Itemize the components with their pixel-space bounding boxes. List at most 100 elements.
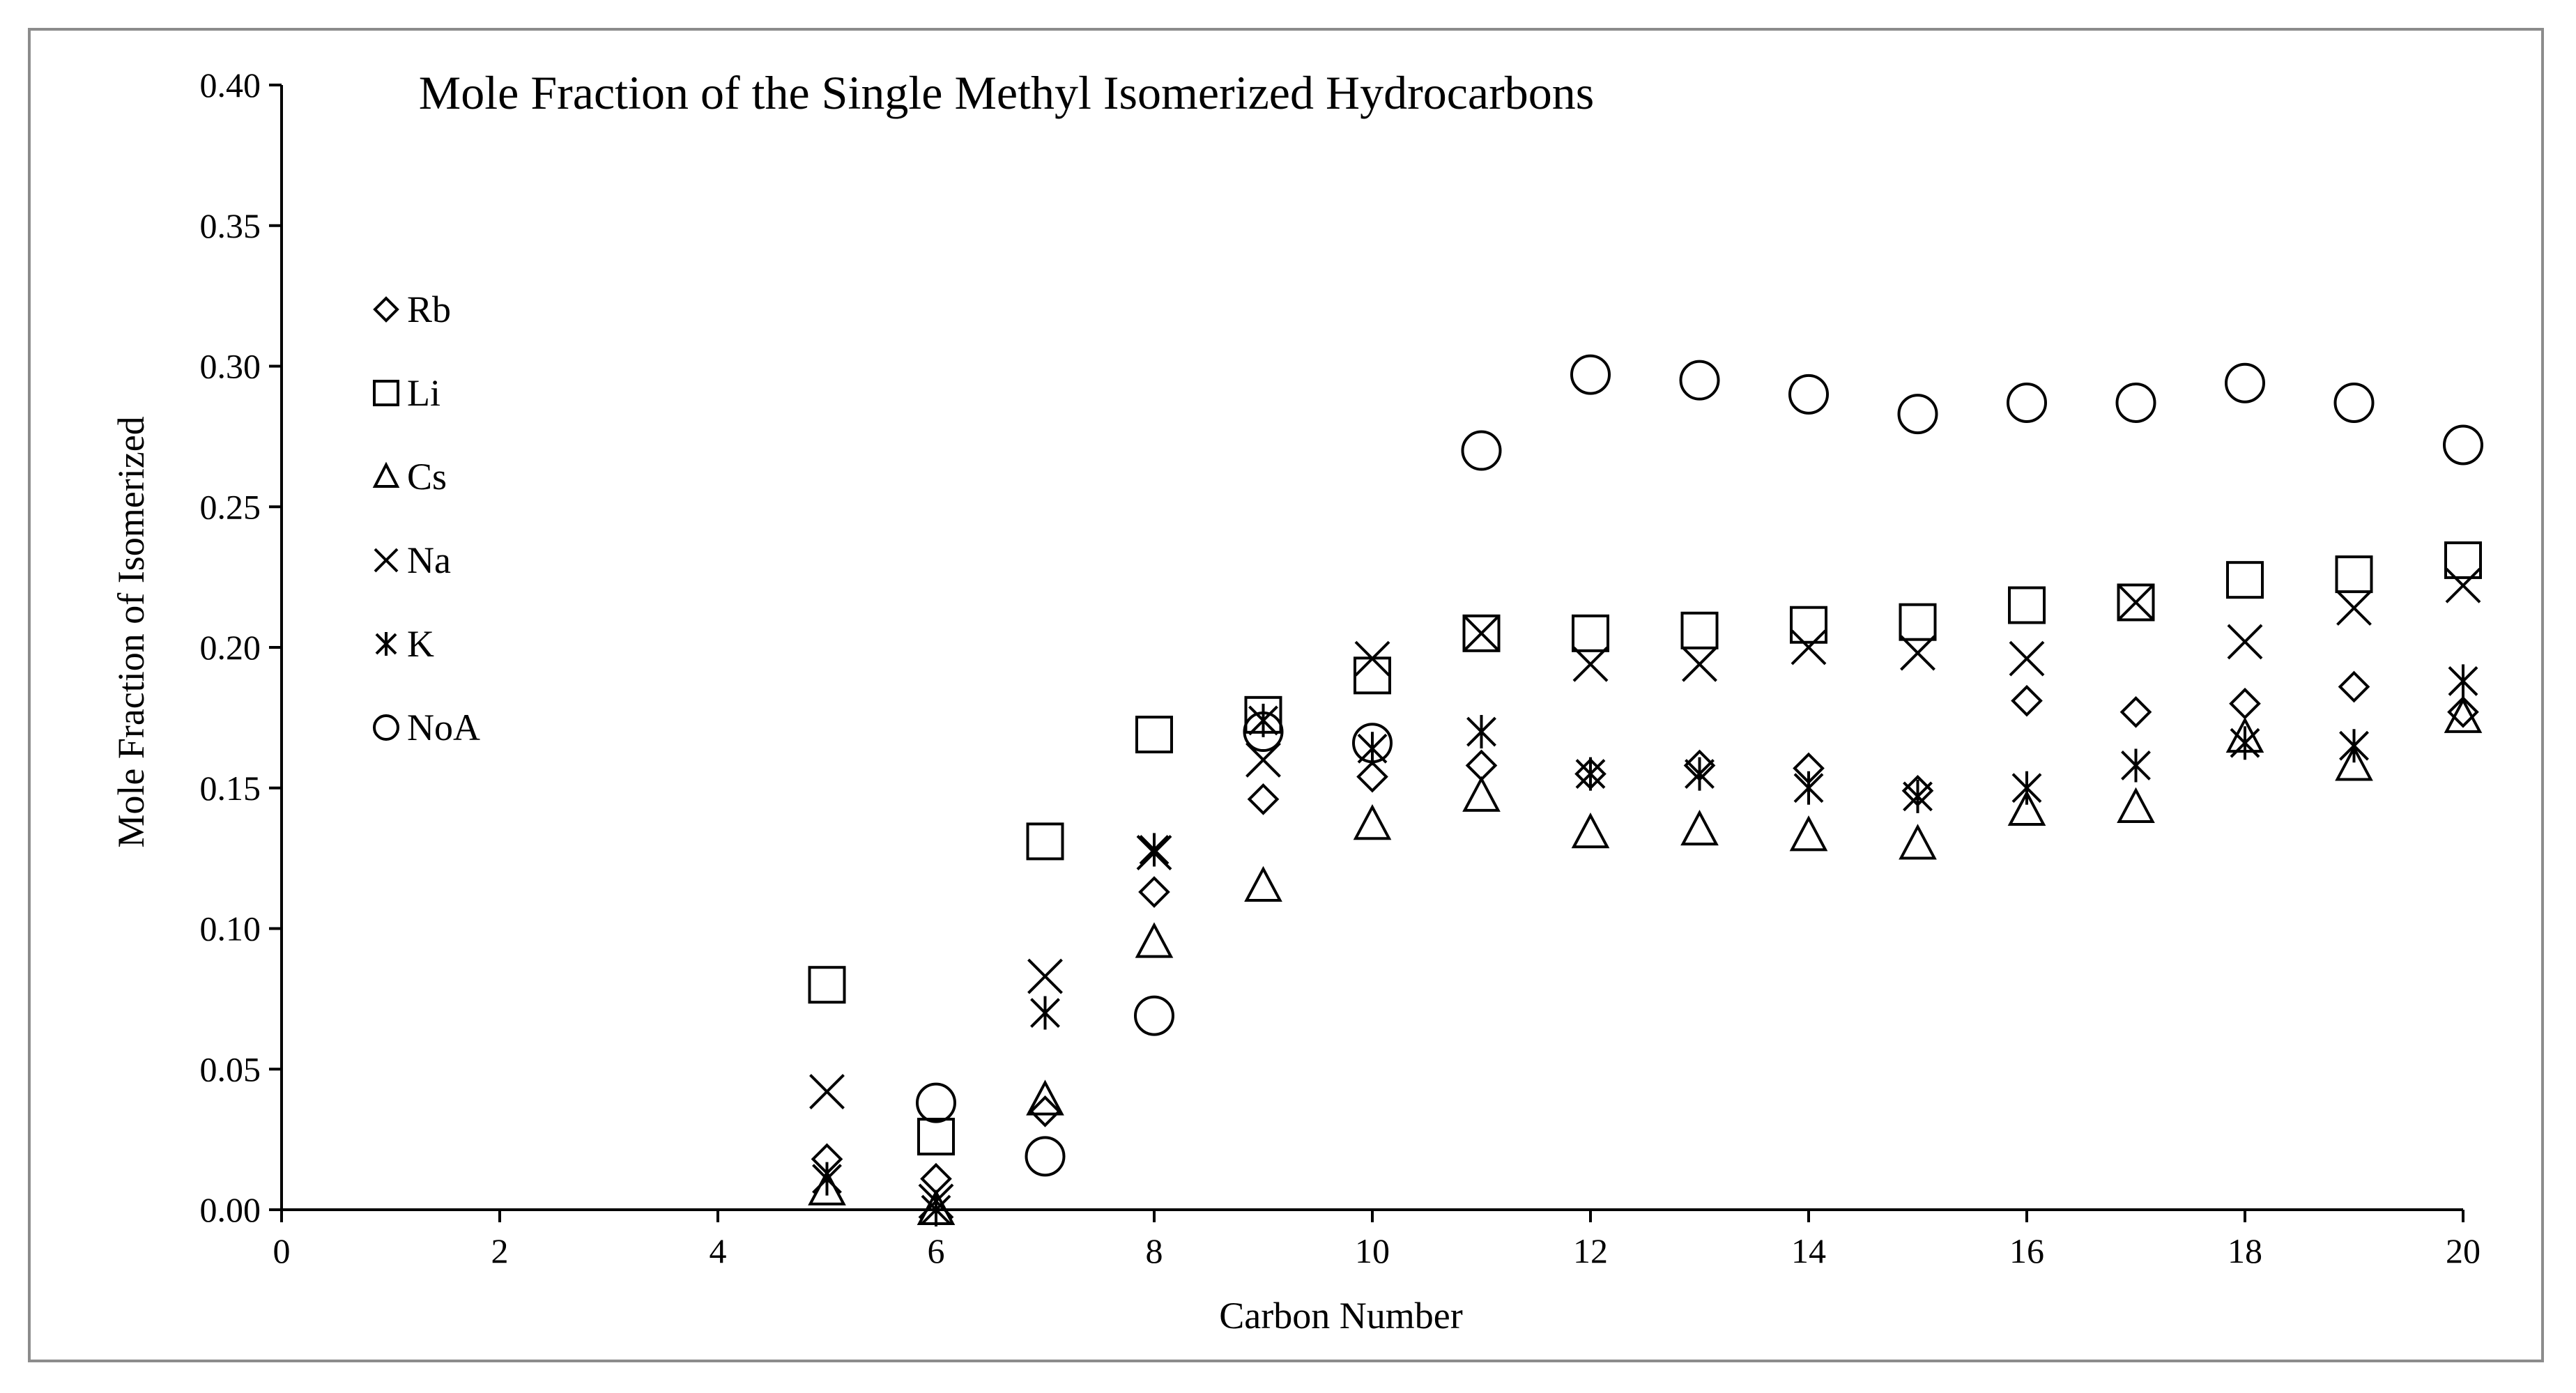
data-point-cs [2335,745,2373,781]
data-point-cs [1899,824,1937,860]
y-tick-label: 0.35 [200,206,261,245]
data-point-k [2230,726,2260,760]
data-point-li [808,966,846,1004]
data-point-li [1680,611,1719,649]
data-point-noa [1679,360,1720,401]
data-point-noa [1025,1136,1066,1177]
data-point-na [1245,741,1281,778]
data-point-rb [1138,876,1170,908]
data-point-k [2448,664,2478,698]
legend-marker-triangle [372,461,400,488]
data-point-na [809,1074,845,1109]
legend-label-cs: Cs [407,456,447,498]
x-tick-label: 10 [1355,1231,1390,1270]
legend-label-noa: NoA [407,707,480,748]
data-point-noa [916,1082,956,1123]
legend-marker-diamond [373,296,399,323]
x-tick-label: 0 [273,1231,291,1270]
x-tick-label: 8 [1146,1231,1163,1270]
data-point-cs [1680,810,1719,846]
data-point-k [1575,757,1606,791]
legend-label-na: Na [407,539,451,581]
data-point-li [1572,614,1609,652]
data-point-na [2009,640,2045,677]
y-tick-label: 0.20 [200,628,261,667]
data-point-rb [2447,695,2479,728]
data-point-k [2339,729,2369,763]
data-point-k [812,1162,842,1196]
chart-frame: Mole Fraction of the Single Methyl Isome… [28,28,2544,1362]
y-tick-label: 0.00 [200,1190,261,1229]
y-tick-label: 0.15 [200,769,261,808]
data-point-rb [2119,695,2152,728]
x-tick-label: 4 [710,1231,727,1270]
legend-label-rb: Rb [407,288,451,330]
data-point-rb [920,1162,952,1195]
data-point-rb [1029,1095,1061,1128]
data-point-rb [2338,670,2370,703]
legend-label-k: K [407,623,434,665]
data-point-k [1139,833,1170,867]
data-point-noa [1570,354,1611,395]
data-point-li [2335,555,2373,594]
data-point-noa [1788,374,1829,415]
data-point-noa [1134,995,1174,1036]
data-point-na [1682,646,1717,682]
x-axis-label: Carbon Number [1219,1295,1462,1337]
data-point-noa [1461,430,1502,471]
legend-marker-square [373,380,399,406]
data-point-na [1791,629,1827,665]
data-point-cs [1026,1079,1064,1116]
data-point-na [1464,615,1499,652]
data-point-na [2118,585,2154,620]
data-point-li [1899,603,1937,641]
data-point-na [1900,635,1935,671]
data-point-k [1030,996,1060,1030]
data-point-li [917,1118,955,1156]
data-point-noa [2007,382,2047,423]
x-tick-label: 20 [2446,1231,2481,1270]
data-point-li [1462,614,1501,652]
legend-marker-circle [373,714,399,741]
legend-marker-asterisk [375,632,397,656]
data-point-na [1572,646,1609,682]
legend: Rb Li Cs Na K NoA [372,288,480,748]
data-point-cs [1462,776,1501,812]
y-tick-label: 0.25 [200,487,261,526]
data-point-cs [1244,865,1282,902]
legend-label-li: Li [407,372,440,414]
data-point-rb [1465,749,1498,782]
y-tick-label: 0.10 [200,909,261,948]
data-point-noa [1352,723,1393,764]
data-point-noa [2225,362,2265,403]
data-point-li [2226,561,2264,599]
data-point-k [921,1193,951,1226]
data-point-k [1793,771,1824,805]
x-tick-label: 12 [1573,1231,1608,1270]
y-tick-label: 0.05 [200,1049,261,1088]
data-point-cs [1353,803,1392,840]
data-point-cs [2444,697,2483,733]
chart-title: Mole Fraction of the Single Methyl Isome… [419,66,1594,119]
data-point-noa [2443,424,2483,465]
data-point-k [1466,715,1496,749]
data-point-cs [2117,787,2155,823]
data-point-noa [2115,382,2156,423]
scatter-chart: Mole Fraction of the Single Methyl Isome… [110,66,2483,1337]
data-point-cs [1571,813,1610,849]
data-point-na [2336,590,2372,626]
data-point-na [2227,624,2263,660]
data-point-cs [2007,790,2046,826]
x-tick-label: 14 [1791,1231,1826,1270]
data-point-rb [2229,687,2261,720]
data-point-li [1790,606,1827,644]
x-tick-label: 16 [2009,1231,2044,1270]
legend-marker-x [374,548,399,573]
data-point-li [2117,583,2155,622]
data-point-cs [1135,922,1174,958]
data-point-na [1027,958,1063,994]
data-point-rb [1356,760,1388,793]
data-point-k [2121,748,2151,783]
data-point-rb [1247,783,1280,815]
data-point-na [2445,567,2481,603]
